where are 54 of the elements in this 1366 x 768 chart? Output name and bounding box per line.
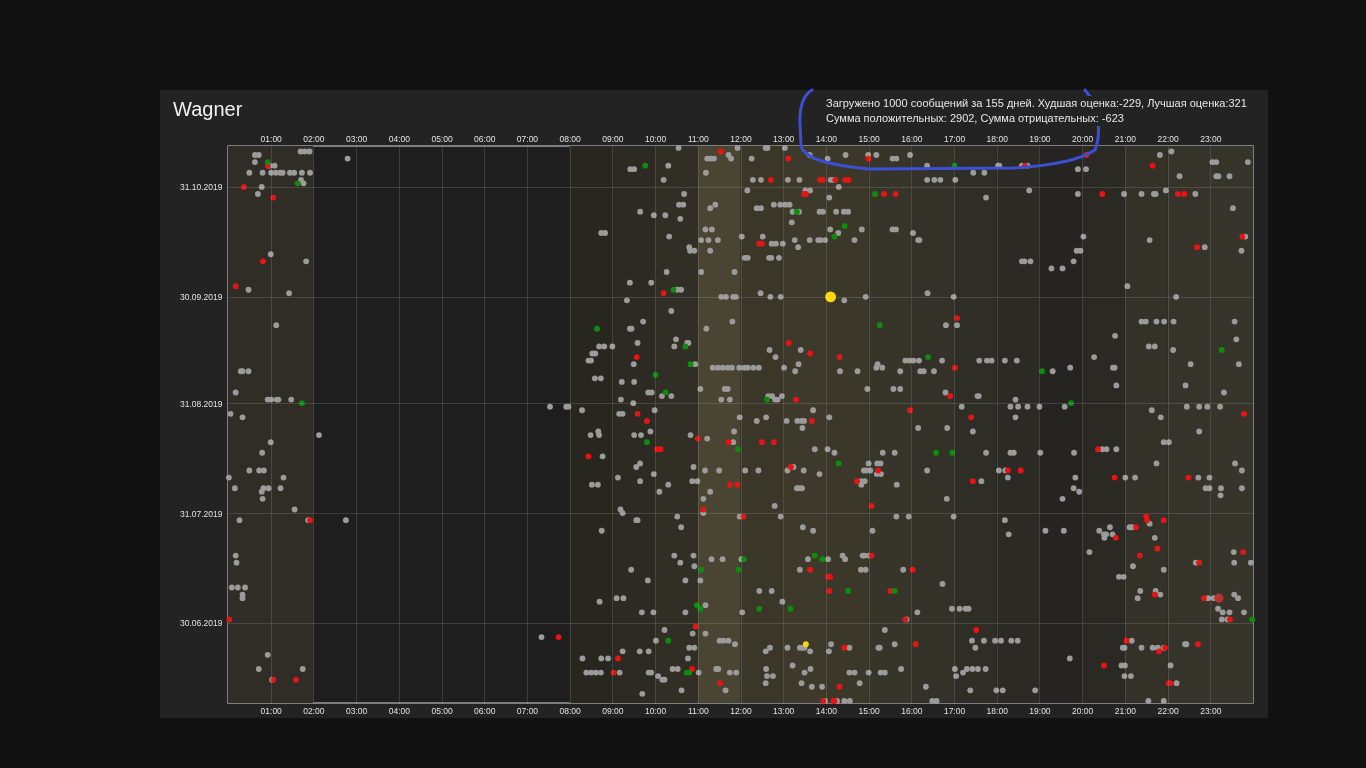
x2-tick-label: 03:00 bbox=[345, 133, 368, 144]
x-tick-label: 08:00 bbox=[559, 705, 582, 716]
x-tick-label: 20:00 bbox=[1072, 705, 1094, 716]
x2-tick-label: 04:00 bbox=[388, 133, 411, 144]
x2-tick-label: 21:00 bbox=[1114, 133, 1137, 144]
x-tick-label: 15:00 bbox=[858, 705, 881, 716]
x-tick-label: 01:00 bbox=[260, 705, 283, 716]
x-tick-label: 12:00 bbox=[730, 705, 752, 716]
x-tick-label: 23:00 bbox=[1200, 705, 1222, 716]
y-tick-label: 31.07.2019 bbox=[179, 508, 223, 519]
x-tick-label: 22:00 bbox=[1157, 705, 1179, 716]
y-tick-label: 31.08.2019 bbox=[179, 398, 223, 409]
x-tick-label: 09:00 bbox=[602, 705, 624, 716]
x2-tick-label: 13:00 bbox=[773, 133, 795, 144]
x-tick-label: 17:00 bbox=[943, 705, 966, 716]
x2-tick-label: 06:00 bbox=[474, 133, 496, 144]
x-tick-label: 02:00 bbox=[303, 705, 325, 716]
x2-tick-label: 02:00 bbox=[303, 133, 325, 144]
x2-tick-label: 20:00 bbox=[1072, 133, 1094, 144]
text: Загружено 1000 сообщений за 155 дней. Худшая оценка:-229, Лучшая оценка:321 bbox=[826, 96, 1247, 111]
x2-tick-label: 14:00 bbox=[815, 133, 838, 144]
x2-tick-label: 09:00 bbox=[602, 133, 624, 144]
text: Сумма положительных: 2902, Сумма отрицательных: -623 bbox=[826, 111, 1124, 126]
x2-tick-label: 01:00 bbox=[260, 133, 283, 144]
x-tick-label: 06:00 bbox=[474, 705, 496, 716]
x-tick-label: 13:00 bbox=[773, 705, 795, 716]
y-tick-label: 31.10.2019 bbox=[179, 182, 223, 193]
chart-title: Wagner bbox=[173, 98, 243, 120]
x-tick-label: 16:00 bbox=[901, 705, 923, 716]
x2-tick-label: 05:00 bbox=[431, 133, 453, 144]
x-tick-label: 21:00 bbox=[1114, 705, 1137, 716]
x-tick-label: 07:00 bbox=[516, 705, 539, 716]
x2-tick-label: 17:00 bbox=[943, 133, 966, 144]
x2-tick-label: 22:00 bbox=[1157, 133, 1179, 144]
x-tick-label: 14:00 bbox=[815, 705, 838, 716]
x2-tick-label: 12:00 bbox=[730, 133, 752, 144]
y-tick-label: 30.09.2019 bbox=[179, 292, 223, 303]
x2-tick-label: 23:00 bbox=[1200, 133, 1222, 144]
x-tick-label: 03:00 bbox=[345, 705, 368, 716]
x2-tick-label: 18:00 bbox=[986, 133, 1009, 144]
x2-tick-label: 11:00 bbox=[687, 133, 709, 144]
x-tick-label: 10:00 bbox=[644, 705, 667, 716]
x2-tick-label: 16:00 bbox=[901, 133, 923, 144]
x2-tick-label: 15:00 bbox=[858, 133, 881, 144]
y-tick-label: 30.06.2019 bbox=[179, 618, 223, 629]
x2-tick-label: 19:00 bbox=[1029, 133, 1051, 144]
x2-tick-label: 10:00 bbox=[644, 133, 667, 144]
x2-tick-label: 08:00 bbox=[559, 133, 582, 144]
x2-tick-label: 07:00 bbox=[516, 133, 539, 144]
x-tick-label: 11:00 bbox=[687, 705, 709, 716]
x-tick-label: 18:00 bbox=[986, 705, 1009, 716]
x-tick-label: 19:00 bbox=[1029, 705, 1051, 716]
x-tick-label: 04:00 bbox=[388, 705, 411, 716]
x-tick-label: 05:00 bbox=[431, 705, 453, 716]
